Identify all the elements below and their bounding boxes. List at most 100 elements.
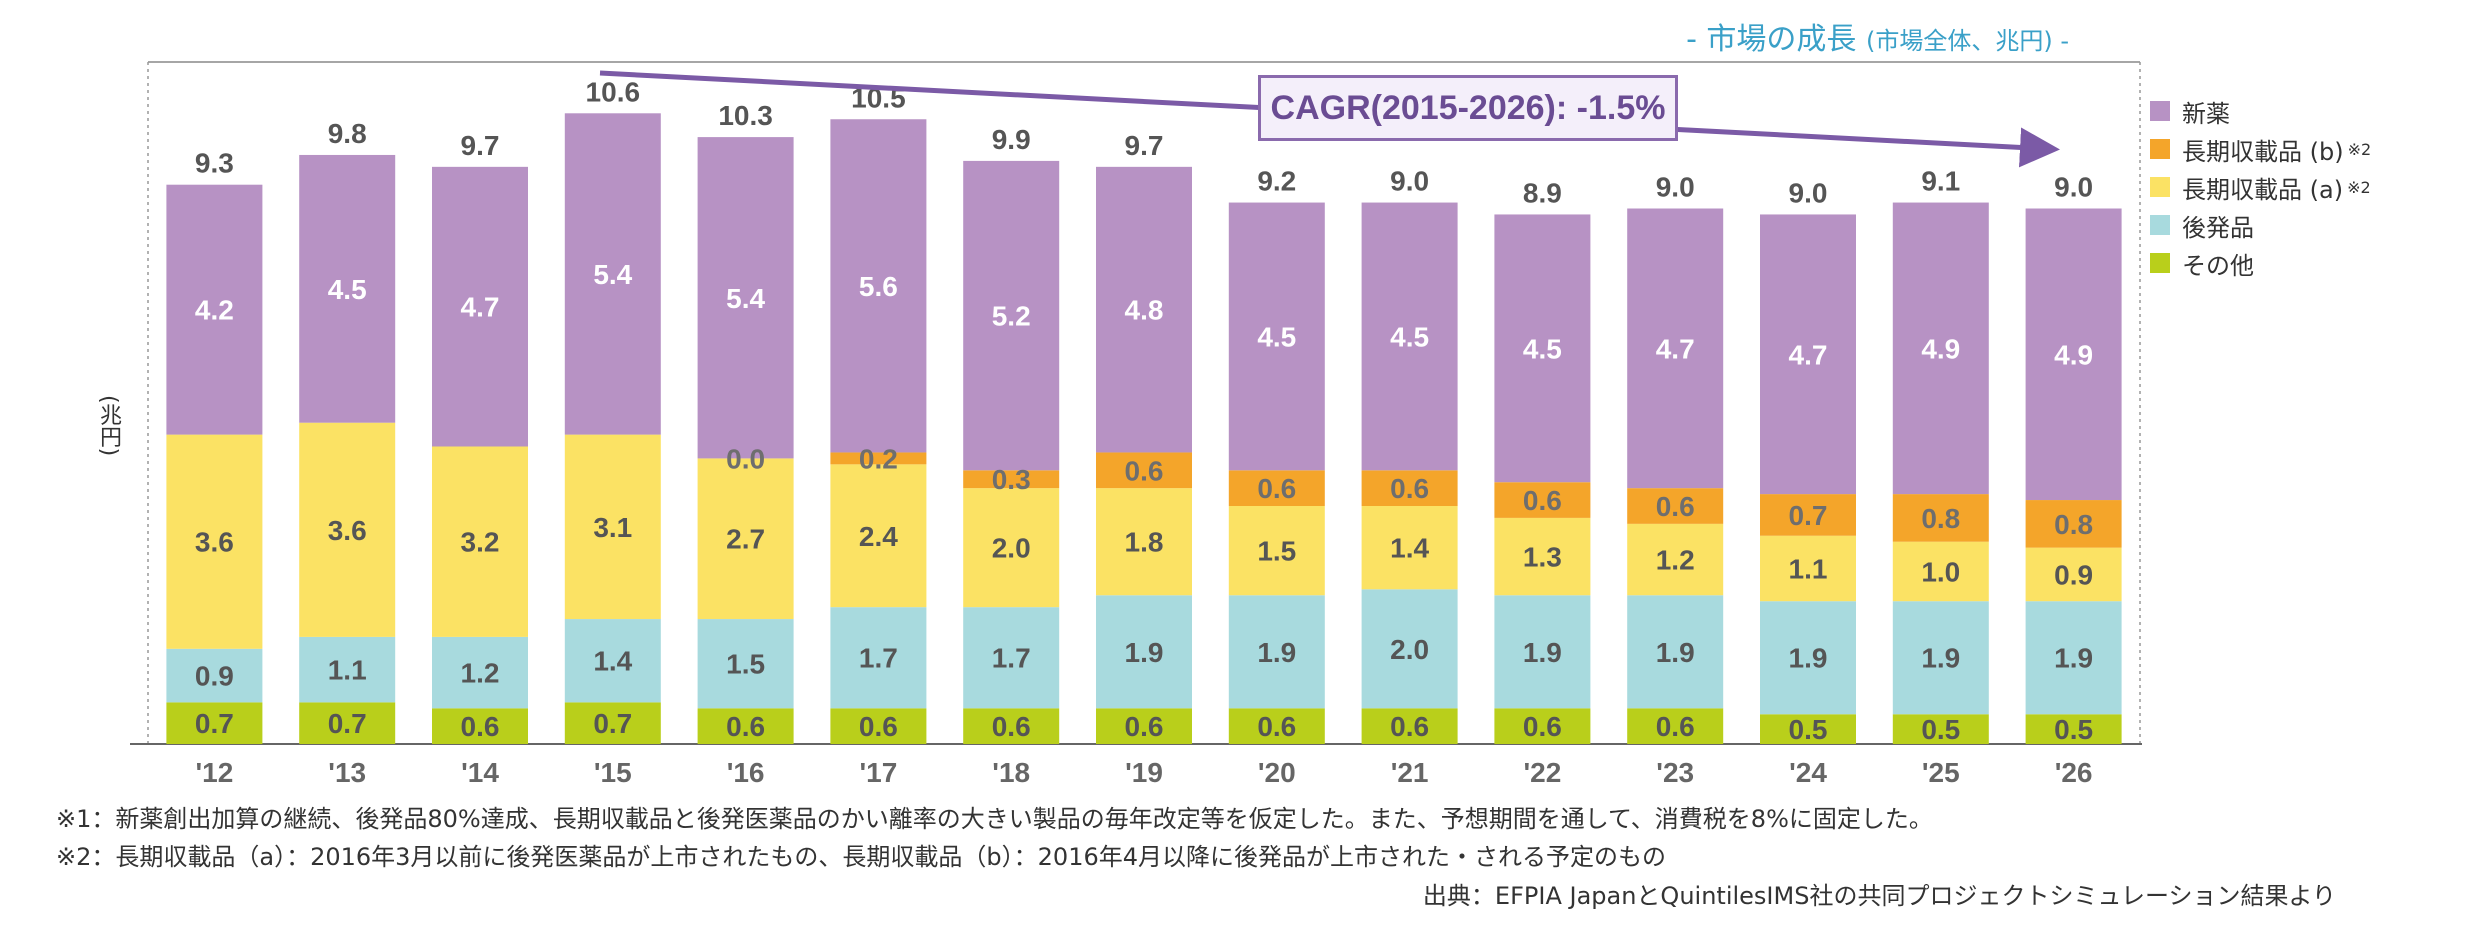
bar-segment	[432, 708, 528, 744]
bar-segment	[830, 119, 927, 453]
bar-total-label: 9.3	[195, 148, 234, 179]
bar-segment	[1228, 202, 1325, 471]
segment-value-label: 0.7	[195, 708, 234, 739]
bar-segment	[564, 619, 661, 703]
bar-total-label: 9.1	[1921, 166, 1960, 197]
segment-value-label: 3.6	[195, 527, 234, 558]
segment-value-label: 1.9	[1125, 637, 1164, 668]
bar-segment	[1096, 452, 1192, 489]
bar-segment	[697, 137, 794, 459]
segment-value-label: 1.7	[992, 643, 1031, 674]
bar-segment	[697, 458, 794, 620]
bar-segment	[963, 470, 1060, 489]
bar-total-label: 8.9	[1523, 177, 1562, 208]
segment-value-label: 2.4	[859, 521, 898, 552]
segment-value-label: 0.5	[1789, 714, 1828, 745]
segment-value-label: 4.5	[1390, 321, 1429, 352]
bar-segment	[1361, 589, 1458, 709]
segment-value-label: 0.7	[1789, 500, 1828, 531]
x-tick-label: '24	[1789, 757, 1827, 788]
segment-value-label: 0.6	[1656, 711, 1695, 742]
bar-total-label: 9.9	[992, 124, 1031, 155]
bar-segment	[830, 708, 927, 744]
segment-value-label: 0.8	[1921, 503, 1960, 534]
bar-segment	[1760, 601, 1856, 715]
legend-label: 長期収載品 (b)	[2182, 137, 2344, 166]
chart-title-main: - 市場の成長	[1686, 22, 1857, 57]
segment-value-label: 1.9	[1257, 637, 1296, 668]
segment-value-label: 4.2	[195, 295, 234, 326]
bar-segment	[1892, 494, 1989, 542]
segment-value-label: 0.6	[1390, 711, 1429, 742]
bar-segment	[963, 488, 1060, 608]
segment-value-label: 1.1	[1789, 553, 1828, 584]
segment-value-label: 0.6	[1257, 711, 1296, 742]
bar-segment	[1760, 714, 1856, 744]
bar-segment	[432, 166, 528, 447]
segment-value-label: 4.5	[1257, 321, 1296, 352]
bar-segment	[1228, 595, 1325, 709]
segment-value-label: 0.6	[1125, 711, 1164, 742]
segment-value-label: 1.9	[2054, 643, 2093, 674]
segment-value-label: 4.7	[461, 292, 500, 323]
bar-total-label: 9.8	[328, 118, 367, 149]
x-tick-label: '16	[727, 757, 765, 788]
segment-value-label: 1.2	[461, 658, 500, 689]
segment-value-label: 0.0	[726, 443, 765, 474]
bar-segment	[830, 452, 927, 465]
segment-value-label: 0.6	[859, 711, 898, 742]
segment-value-label: 2.0	[1390, 634, 1429, 665]
segment-value-label: 1.9	[1656, 637, 1695, 668]
bar-segment	[1494, 595, 1591, 709]
segment-value-label: 5.6	[859, 271, 898, 302]
bar-segment	[963, 708, 1060, 744]
segment-value-label: 2.0	[992, 533, 1031, 564]
legend-item-new-drugs: 新薬	[2150, 92, 2371, 130]
bar-segment	[1627, 488, 1724, 524]
bar-segment	[564, 113, 661, 435]
segment-value-label: 5.2	[992, 301, 1031, 332]
bar-segment	[1627, 595, 1724, 709]
bar-segment	[697, 619, 794, 709]
legend-label: その他	[2182, 251, 2254, 280]
bar-segment	[963, 607, 1060, 709]
bar-segment	[1361, 708, 1458, 744]
bar-total-label: 9.0	[1789, 177, 1828, 208]
bar-segment	[697, 708, 794, 744]
bar-total-label: 10.3	[718, 100, 773, 131]
segment-value-label: 4.5	[1523, 333, 1562, 364]
chart-legend: 新薬 長期収載品 (b) ※2 長期収載品 (a) ※2 後発品 その他	[2150, 92, 2371, 282]
segment-value-label: 0.9	[195, 661, 234, 692]
bar-segment	[1228, 506, 1325, 596]
segment-value-label: 1.2	[1656, 545, 1695, 576]
bar-segment	[2025, 601, 2122, 715]
bar-segment	[299, 422, 396, 637]
bar-series	[166, 113, 2122, 744]
bar-segment	[1627, 208, 1724, 489]
footnote-1: ※1：新薬創出加算の継続、後発品80%達成、長期収載品と後発医薬品のかい離率の大…	[56, 805, 1933, 833]
segment-value-label: 0.6	[1523, 485, 1562, 516]
bar-segment	[166, 702, 263, 744]
bar-segment	[166, 184, 263, 435]
cagr-annotation: CAGR(2015-2026): -1.5%	[1258, 75, 1678, 141]
segment-value-label: 1.4	[593, 646, 632, 677]
bar-segment	[1361, 202, 1458, 471]
bar-segment	[1892, 601, 1989, 715]
segment-value-label: 2.7	[726, 524, 765, 555]
segment-value-label: 1.7	[859, 643, 898, 674]
y-axis-unit-label: (兆円)	[96, 395, 121, 457]
bar-segment	[299, 154, 396, 423]
bar-segment	[1892, 714, 1989, 744]
segment-value-label: 1.9	[1921, 643, 1960, 674]
segment-value-label: 1.1	[328, 655, 367, 686]
bar-segment	[166, 648, 263, 703]
bar-segment	[432, 636, 528, 709]
bar-segment	[1096, 595, 1192, 709]
bar-segment	[1096, 166, 1192, 453]
footnotes: ※1：新薬創出加算の継続、後発品80%達成、長期収載品と後発医薬品のかい離率の大…	[56, 800, 2436, 876]
bar-segment	[564, 434, 661, 620]
bar-segment	[2025, 500, 2122, 548]
bar-segment	[1096, 708, 1192, 744]
segment-value-label: 4.8	[1125, 295, 1164, 326]
bar-total-label: 9.0	[1656, 172, 1695, 203]
